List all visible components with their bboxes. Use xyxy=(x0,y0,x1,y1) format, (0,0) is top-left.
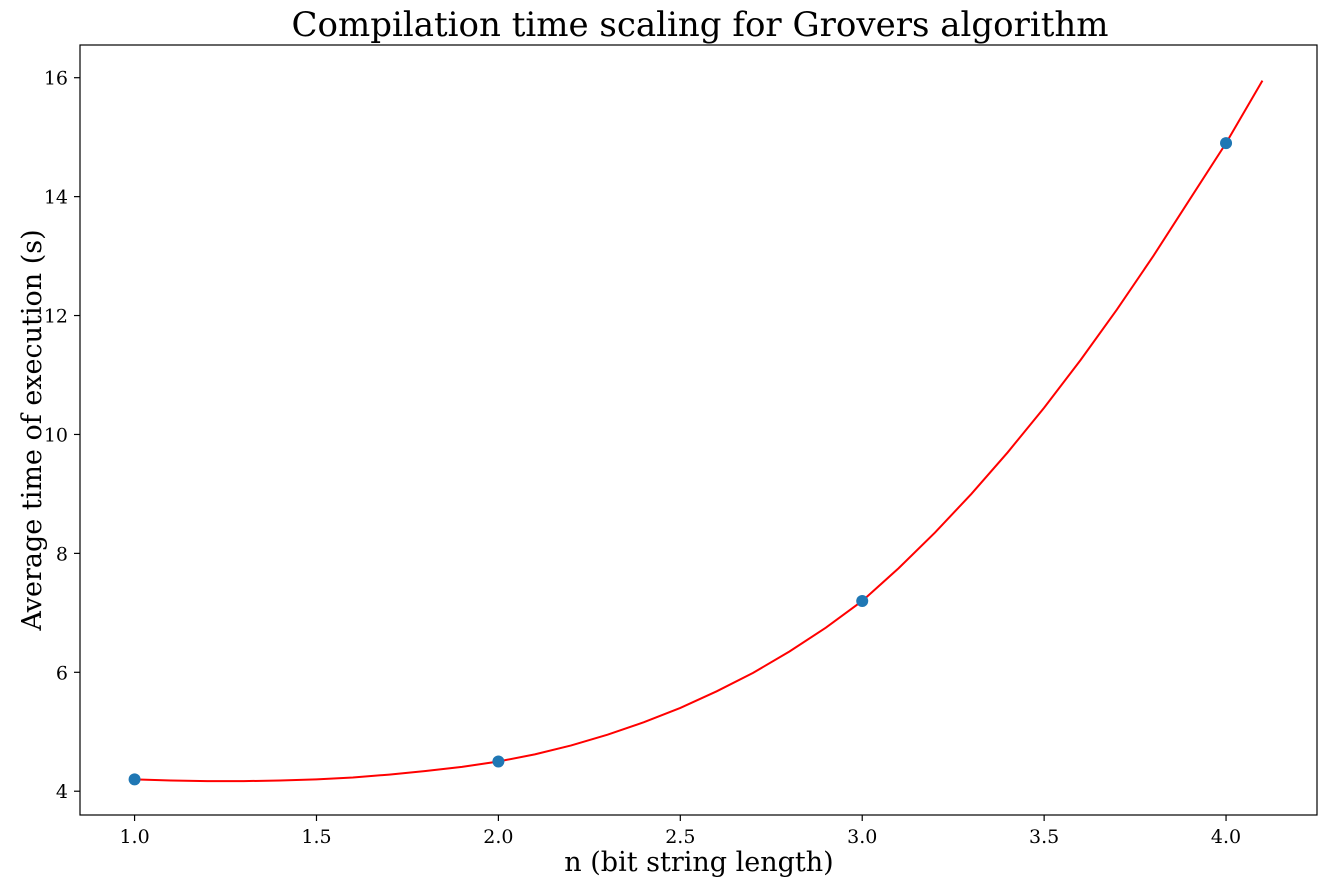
axis-ticks: 1.0 1.5 2.0 2.5 3.0 3.5 4.0 4 6 8 10 12 14 16 xyxy=(44,68,1241,848)
y-tick-label: 12 xyxy=(44,306,68,328)
chart-title: Compilation time scaling for Grovers alg… xyxy=(291,5,1108,45)
plot-area xyxy=(128,80,1264,786)
x-tick-label: 2.0 xyxy=(483,826,513,848)
data-point xyxy=(492,755,505,768)
plot-frame xyxy=(79,44,1318,816)
x-tick-label: 2.5 xyxy=(665,826,695,848)
x-tick-label: 3.5 xyxy=(1029,826,1059,848)
fit-curve-line xyxy=(134,80,1264,783)
data-point xyxy=(856,594,869,607)
data-point xyxy=(128,773,141,786)
y-tick-label: 16 xyxy=(44,68,68,90)
x-tick-label: 1.5 xyxy=(301,826,331,848)
y-tick-label: 4 xyxy=(56,781,68,803)
x-tick-label: 4.0 xyxy=(1211,826,1241,848)
y-axis-label: Average time of execution (s) xyxy=(17,229,48,631)
x-tick-label: 3.0 xyxy=(847,826,877,848)
y-tick-label: 8 xyxy=(56,543,68,565)
y-tick-label: 14 xyxy=(44,187,68,209)
y-tick-label: 6 xyxy=(56,662,68,684)
x-axis-label: n (bit string length) xyxy=(564,847,833,878)
y-tick-label: 10 xyxy=(44,424,68,446)
x-tick-label: 1.0 xyxy=(119,826,149,848)
data-point xyxy=(1220,137,1233,150)
